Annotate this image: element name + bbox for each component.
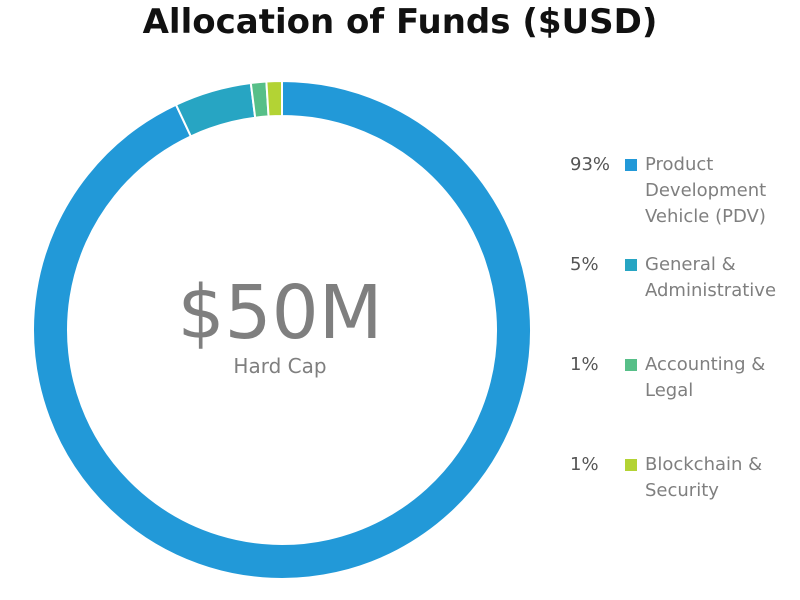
hard-cap-value: $50M	[177, 270, 383, 356]
legend-label: Product Development Vehicle (PDV)	[645, 154, 767, 227]
legend-swatch	[625, 459, 637, 471]
legend-percentage: 5%	[570, 254, 599, 275]
legend-item-general-admin: 5% General & Administrative	[570, 252, 795, 352]
legend-percentage: 93%	[570, 154, 611, 175]
legend-percentage: 1%	[570, 454, 599, 475]
donut-slice	[265, 79, 283, 118]
legend-swatch	[625, 359, 637, 371]
legend-item-accounting-legal: 1% Accounting & Legal	[570, 352, 795, 452]
donut-slice	[174, 81, 257, 138]
legend-percentage: 1%	[570, 354, 599, 375]
legend-swatch	[625, 259, 637, 271]
hard-cap-label: Hard Cap	[233, 354, 327, 378]
legend-label: Blockchain & Security	[645, 454, 763, 501]
legend-swatch	[625, 159, 637, 171]
legend-item-blockchain-security: 1% Blockchain & Security	[570, 452, 795, 552]
legend-label: General & Administrative	[645, 254, 777, 301]
donut-slice	[32, 79, 532, 580]
legend-label: Accounting & Legal	[645, 354, 766, 401]
legend: 93% Product Development Vehicle (PDV) 5%…	[570, 152, 795, 552]
chart-title: Allocation of Funds ($USD)	[142, 2, 658, 42]
legend-item-pdv: 93% Product Development Vehicle (PDV)	[570, 152, 795, 252]
